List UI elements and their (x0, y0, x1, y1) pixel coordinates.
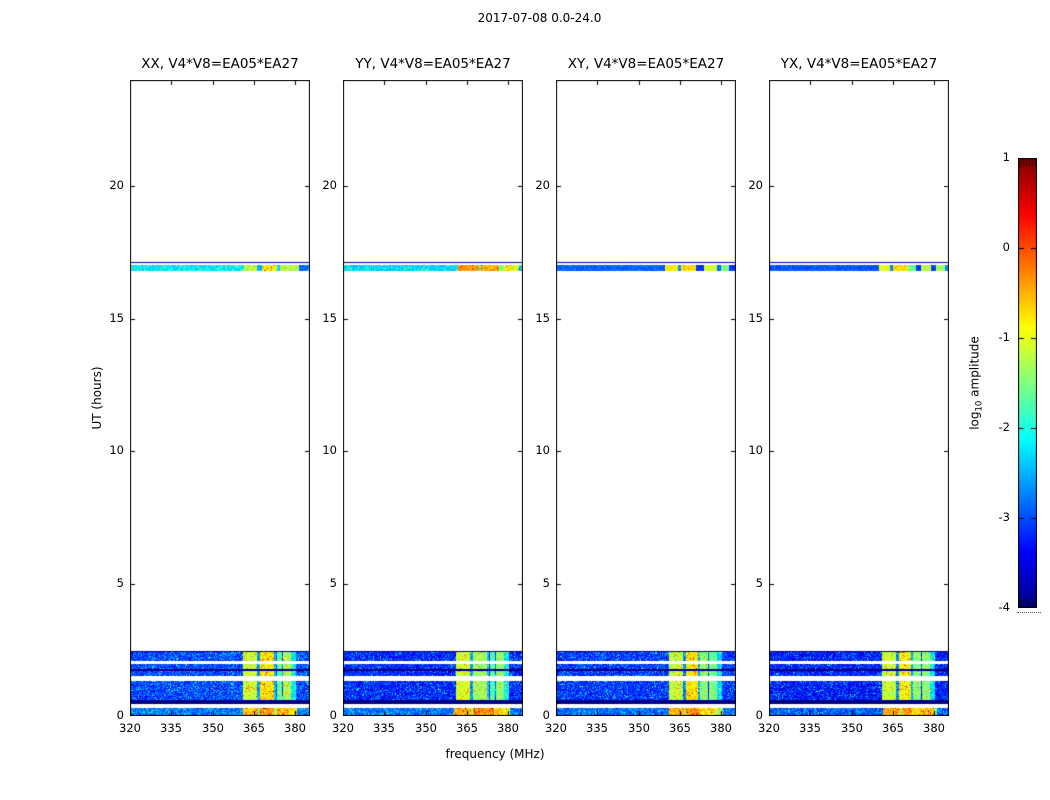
spectrogram-canvas-yx (769, 80, 949, 716)
x-tick-label: 320 (758, 721, 780, 735)
x-tick-label: 320 (332, 721, 354, 735)
y-tick-label: 5 (755, 576, 763, 590)
y-tick-label: 20 (109, 178, 124, 192)
x-tick-label: 380 (284, 721, 306, 735)
colorbar-label-post: amplitude (967, 336, 982, 401)
colorbar-tick-label: -1 (998, 330, 1010, 344)
y-tick-label: 20 (322, 178, 337, 192)
y-tick-label: 0 (542, 708, 550, 722)
figure-title: 2017-07-08 0.0-24.0 (477, 11, 602, 25)
colorbar-dotted-edge (1017, 612, 1041, 613)
y-tick-label: 10 (535, 443, 550, 457)
spectrogram-canvas-yy (343, 80, 523, 716)
y-tick-label: 15 (109, 311, 124, 325)
y-tick-label: 15 (535, 311, 550, 325)
panel-title-yx: YX, V4*V8=EA05*EA27 (780, 56, 938, 72)
y-tick-label: 15 (748, 311, 763, 325)
panel-yy: YY, V4*V8=EA05*EA27 320 335 350 365 380 0 5 10 1… (322, 56, 523, 735)
y-tick-label: 15 (322, 311, 337, 325)
y-tick-label: 10 (109, 443, 124, 457)
y-axis-label: UT (hours) (90, 366, 104, 430)
y-tick-label: 20 (535, 178, 550, 192)
x-tick-label: 365 (882, 721, 904, 735)
y-tick-label: 20 (748, 178, 763, 192)
x-axis-label: frequency (MHz) (445, 747, 545, 761)
x-tick-label: 350 (628, 721, 650, 735)
colorbar (1018, 158, 1037, 612)
y-tick-label: 0 (755, 708, 763, 722)
panel-title-xx: XX, V4*V8=EA05*EA27 (141, 56, 299, 72)
y-tick-label: 10 (322, 443, 337, 457)
x-tick-label: 335 (160, 721, 182, 735)
panel-xy: XY, V4*V8=EA05*EA27 320 335 350 365 380 0 5 10 1… (535, 56, 736, 735)
x-tick-label: 365 (243, 721, 265, 735)
y-tick-label: 0 (116, 708, 124, 722)
colorbar-label: log10 amplitude (967, 336, 984, 430)
y-tick-label: 5 (542, 576, 550, 590)
panel-xx: XX, V4*V8=EA05*EA27 320 335 350 365 380 0 5 10 1… (109, 56, 310, 735)
x-tick-label: 380 (710, 721, 732, 735)
x-tick-label: 320 (545, 721, 567, 735)
spectrogram-canvas-xx (130, 80, 310, 716)
panel-yx: YX, V4*V8=EA05*EA27 320 335 350 365 380 0 5 10 1… (748, 56, 949, 735)
x-tick-label: 335 (586, 721, 608, 735)
x-tick-label: 320 (119, 721, 141, 735)
colorbar-label-sub: 10 (974, 400, 985, 412)
panel-title-yy: YY, V4*V8=EA05*EA27 (355, 56, 511, 72)
x-tick-label: 350 (202, 721, 224, 735)
colorbar-tick-label: -4 (998, 600, 1010, 614)
colorbar-tick-label: -3 (998, 510, 1010, 524)
x-tick-label: 335 (373, 721, 395, 735)
x-tick-label: 380 (923, 721, 945, 735)
x-tick-label: 365 (456, 721, 478, 735)
x-tick-label: 335 (799, 721, 821, 735)
colorbar-tick-label: -2 (998, 420, 1010, 434)
y-tick-label: 0 (329, 708, 337, 722)
x-tick-label: 365 (669, 721, 691, 735)
y-tick-label: 5 (116, 576, 124, 590)
panel-title-xy: XY, V4*V8=EA05*EA27 (567, 56, 725, 72)
x-tick-label: 380 (497, 721, 519, 735)
x-tick-label: 350 (415, 721, 437, 735)
colorbar-gradient (1018, 158, 1037, 608)
y-tick-label: 10 (748, 443, 763, 457)
colorbar-tick-label: 1 (1002, 150, 1010, 164)
x-tick-label: 350 (841, 721, 863, 735)
spectrogram-canvas-xy (556, 80, 736, 716)
colorbar-tick-label: 0 (1002, 240, 1010, 254)
y-tick-label: 5 (329, 576, 337, 590)
